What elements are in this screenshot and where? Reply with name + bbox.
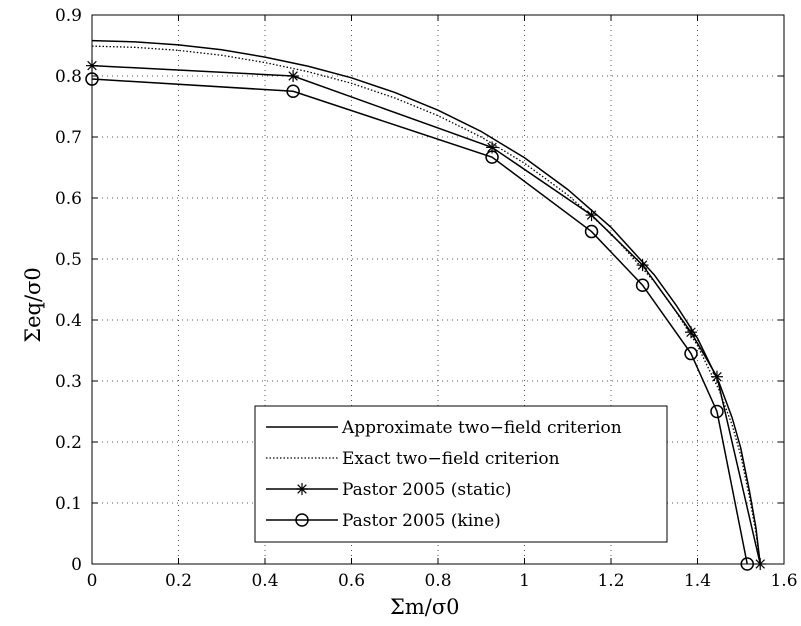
legend-marker-circle <box>295 513 309 527</box>
data-point-circle <box>485 150 499 164</box>
y-tick-label: 0.2 <box>55 433 82 453</box>
asterisk-stroke <box>686 327 696 337</box>
legend-entry-3: Pastor 2005 (kine) <box>266 511 501 531</box>
asterisk-stroke <box>637 260 648 270</box>
y-tick-label: 0.8 <box>55 67 82 87</box>
data-point-circle <box>584 224 599 239</box>
data-point-circle <box>635 278 650 292</box>
legend-entry-0: Approximate two−field criterion <box>266 418 622 438</box>
legend-label: Approximate two−field criterion <box>341 418 622 438</box>
y-tick-label: 0.1 <box>55 494 82 514</box>
series-3 <box>85 72 754 571</box>
asterisk-stroke <box>487 142 497 153</box>
tick-labels: 0 0.2 0.4 0.6 0.8 1 1.2 1.4 1.6 0 0.1 0.2 0.3 0.4 0.5 0… <box>55 6 798 591</box>
legend: Approximate two−field criterion Exact two… <box>254 405 668 543</box>
y-tick-label: 0.6 <box>55 189 82 209</box>
x-tick-label: 0.4 <box>251 571 278 591</box>
data-point-asterisk <box>287 70 300 82</box>
x-tick-label: 0.8 <box>424 571 451 591</box>
legend-entries: Approximate two−field criterion Exact two… <box>266 418 622 531</box>
series-line <box>91 78 748 565</box>
legend-label: Pastor 2005 (static) <box>342 480 512 500</box>
legend-entry-2: Pastor 2005 (static) <box>266 480 512 500</box>
data-point-asterisk <box>710 370 723 383</box>
series-line <box>91 39 761 565</box>
data-point-asterisk <box>585 209 598 222</box>
x-tick-label: 0 <box>87 571 98 591</box>
x-axis-title: Σm/σ0 <box>390 595 460 619</box>
data-point-circle <box>710 404 724 419</box>
legend-label: Pastor 2005 (kine) <box>342 511 501 531</box>
data-point-asterisk <box>685 326 698 339</box>
x-tick-label: 1.2 <box>597 571 624 591</box>
legend-label: Exact two−field criterion <box>342 449 560 469</box>
y-tick-label: 0.5 <box>55 250 82 270</box>
y-tick-label: 0.3 <box>55 372 82 392</box>
axis-ticks <box>91 14 785 565</box>
data-point-circle <box>286 84 300 98</box>
x-tick-label: 1.6 <box>770 571 797 591</box>
asterisk-stroke <box>586 210 597 220</box>
x-tick-label: 1.4 <box>684 571 711 591</box>
series-0 <box>91 39 761 565</box>
asterisk-stroke <box>288 71 298 81</box>
y-axis-title: Σeq/σ0 <box>21 267 45 343</box>
series-line <box>91 64 761 565</box>
y-tick-label: 0.4 <box>55 311 82 331</box>
series-layer <box>85 39 767 571</box>
y-tick-label: 0.9 <box>55 6 82 26</box>
asterisk-stroke <box>712 371 722 382</box>
legend-marker-asterisk <box>296 483 308 495</box>
x-tick-label: 0.6 <box>338 571 365 591</box>
y-tick-label: 0.7 <box>55 128 82 148</box>
x-tick-label: 0.2 <box>165 571 192 591</box>
asterisk-stroke <box>297 484 307 494</box>
x-tick-label: 1 <box>519 571 530 591</box>
y-tick-label: 0 <box>71 555 82 575</box>
data-point-asterisk <box>636 259 649 272</box>
data-point-circle <box>684 346 698 361</box>
legend-entry-1: Exact two−field criterion <box>266 449 560 469</box>
